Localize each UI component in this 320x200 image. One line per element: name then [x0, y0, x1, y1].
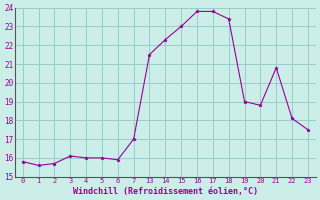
- X-axis label: Windchill (Refroidissement éolien,°C): Windchill (Refroidissement éolien,°C): [73, 187, 258, 196]
